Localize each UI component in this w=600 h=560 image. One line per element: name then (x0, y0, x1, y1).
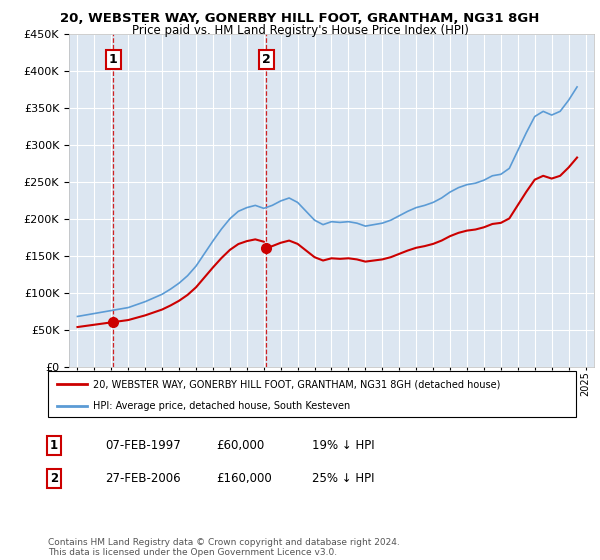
Text: 1: 1 (109, 53, 118, 66)
Text: HPI: Average price, detached house, South Kesteven: HPI: Average price, detached house, Sout… (93, 401, 350, 410)
Text: 1: 1 (50, 438, 58, 452)
Text: 07-FEB-1997: 07-FEB-1997 (105, 438, 181, 452)
Text: 2: 2 (262, 53, 271, 66)
Text: Contains HM Land Registry data © Crown copyright and database right 2024.
This d: Contains HM Land Registry data © Crown c… (48, 538, 400, 557)
Text: £60,000: £60,000 (216, 438, 264, 452)
Text: 25% ↓ HPI: 25% ↓ HPI (312, 472, 374, 486)
Text: 20, WEBSTER WAY, GONERBY HILL FOOT, GRANTHAM, NG31 8GH (detached house): 20, WEBSTER WAY, GONERBY HILL FOOT, GRAN… (93, 379, 500, 389)
Text: 2: 2 (50, 472, 58, 486)
Text: 19% ↓ HPI: 19% ↓ HPI (312, 438, 374, 452)
Text: £160,000: £160,000 (216, 472, 272, 486)
Text: 27-FEB-2006: 27-FEB-2006 (105, 472, 181, 486)
Text: Price paid vs. HM Land Registry's House Price Index (HPI): Price paid vs. HM Land Registry's House … (131, 24, 469, 36)
Text: 20, WEBSTER WAY, GONERBY HILL FOOT, GRANTHAM, NG31 8GH: 20, WEBSTER WAY, GONERBY HILL FOOT, GRAN… (61, 12, 539, 25)
